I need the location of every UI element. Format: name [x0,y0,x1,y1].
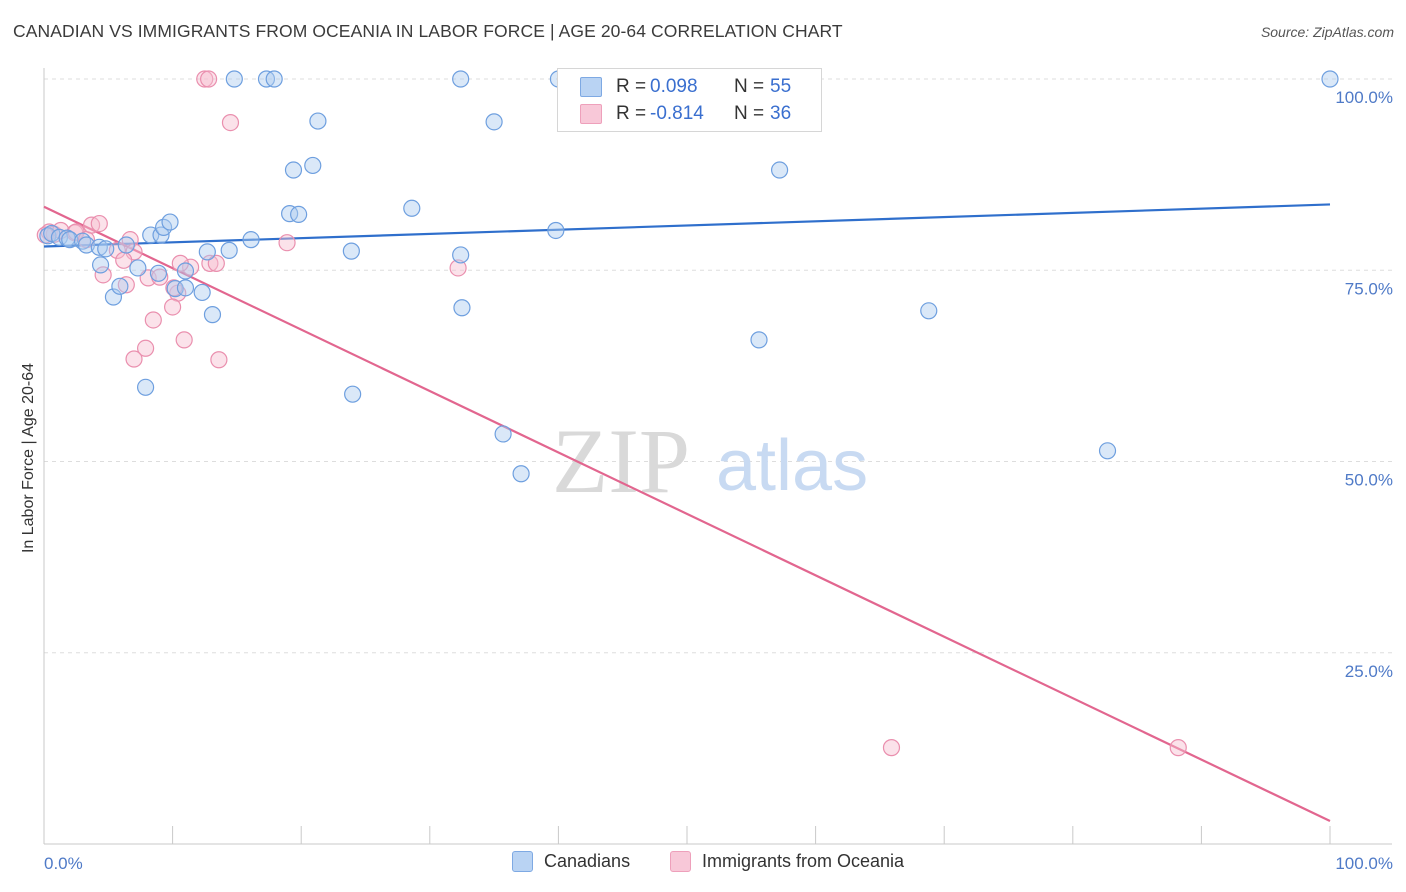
axes [43,68,1392,845]
y-tick-label: 75.0% [1345,279,1393,298]
point-canadians [111,277,129,295]
point-canadians [452,246,470,264]
point-canadians [61,231,79,249]
point-canadians [284,161,303,179]
point-canadians [136,378,155,396]
point-canadians [104,288,123,306]
point-canadians [220,241,238,259]
point-oceania [115,251,133,269]
point-canadians [452,70,470,88]
point-oceania [196,70,214,88]
series-legend: Canadians Immigrants from Oceania [0,851,1406,879]
point-oceania [882,739,901,757]
point-canadians [176,262,195,280]
legend-r-label: R = [616,103,647,124]
point-oceania [278,234,296,252]
legend-n-value: 55 [770,76,792,97]
point-canadians [485,113,503,131]
point-canadians [290,205,308,224]
trend-line-oceania [43,205,1331,823]
point-canadians [203,306,222,324]
point-canadians [129,259,147,277]
legend-item-canadians[interactable]: Canadians [512,851,630,872]
point-canadians [97,240,115,258]
swatch-canadians [512,851,533,872]
point-oceania [94,266,112,284]
point-canadians [77,236,96,254]
tick-labels: 25.0% 50.0% 75.0% 100.0% 0.0% 100.0% [44,88,1393,873]
legend-n-label: N = [734,103,765,124]
trend-lines [43,203,1331,823]
legend-label-canadians: Canadians [544,851,631,871]
point-canadians [198,243,216,261]
point-canadians [344,385,362,403]
point-canadians [281,205,299,223]
point-oceania [175,331,193,349]
y-tick-label: 25.0% [1345,662,1393,681]
y-tick-label: 50.0% [1345,471,1393,490]
legend-r-value: -0.814 [650,103,704,124]
legend-swatch-blue [580,77,602,97]
point-canadians [161,213,179,231]
point-canadians [193,283,211,302]
legend-r-label: R = [616,76,647,97]
point-oceania [125,350,143,368]
legend-n-label: N = [734,76,765,97]
point-canadians [512,465,530,483]
point-canadians [403,199,421,217]
point-canadians [309,112,327,130]
legend-item-oceania[interactable]: Immigrants from Oceania [670,851,904,872]
x-tick-label: 100.0% [1335,854,1393,873]
x-tick-label: 0.0% [44,854,83,873]
point-canadians [176,279,195,297]
point-canadians [91,256,110,274]
watermark-atlas: atlas [716,426,868,506]
swatch-oceania [670,851,691,872]
point-canadians [90,238,108,256]
point-oceania [117,276,135,294]
y-tick-label: 100.0% [1335,88,1393,107]
stats-legend: R = 0.098 N = 55 R = -0.814 N = 36 [557,68,822,132]
chart-title: CANADIAN VS IMMIGRANTS FROM OCEANIA IN L… [13,21,843,41]
point-canadians [1098,442,1117,460]
watermark-zip: ZIP [552,410,690,512]
point-oceania [200,70,218,88]
point-oceania [207,254,225,272]
point-oceania [1169,739,1187,757]
y-axis-label: In Labor Force | Age 20-64 [20,363,37,553]
point-canadians [750,331,768,349]
point-canadians [304,156,322,175]
point-canadians [1321,70,1339,88]
point-canadians [242,231,260,249]
point-oceania [449,259,467,277]
point-oceania [136,339,155,357]
point-oceania [210,351,228,369]
legend-swatch-pink [580,104,602,124]
point-canadians [494,425,512,443]
point-canadians [117,236,135,254]
point-oceania [164,298,182,316]
chart-source: Source: ZipAtlas.com [1260,24,1394,40]
legend-n-value: 36 [770,103,792,124]
point-canadians [547,221,565,240]
point-canadians [342,242,360,260]
data-points [36,70,1339,757]
point-oceania [221,114,240,132]
point-canadians [920,302,938,320]
point-canadians [149,264,168,282]
legend-r-value: 0.098 [650,76,698,97]
trend-line-canadians [43,203,1331,248]
point-canadians [265,70,283,88]
point-oceania [90,214,108,233]
grid-lines [44,78,1392,654]
point-canadians [453,299,471,317]
legend-label-oceania: Immigrants from Oceania [702,851,905,871]
point-canadians [43,224,61,243]
point-canadians [225,70,243,88]
point-oceania [144,311,162,329]
point-canadians [770,161,789,179]
